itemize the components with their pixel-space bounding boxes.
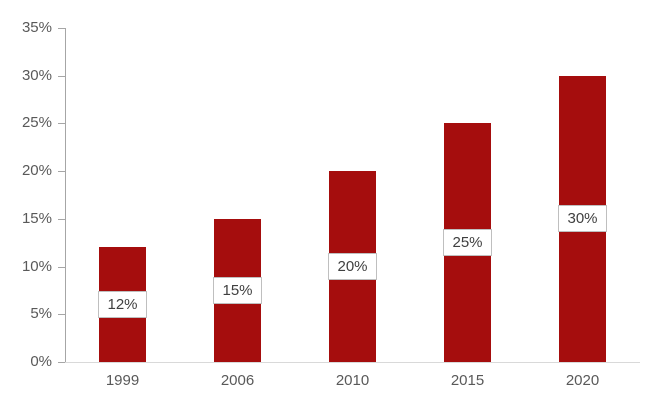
y-axis-tick bbox=[58, 362, 65, 363]
y-axis-label: 30% bbox=[21, 66, 52, 84]
category-axis-line bbox=[65, 362, 640, 363]
y-axis-tick bbox=[58, 314, 65, 316]
y-axis-tick bbox=[58, 75, 65, 77]
y-axis-label: 5% bbox=[30, 305, 52, 323]
y-axis-tick bbox=[58, 266, 65, 268]
y-axis-tick bbox=[58, 28, 65, 29]
y-axis-label: 15% bbox=[21, 209, 52, 227]
x-axis-label-2020: 2020 bbox=[565, 372, 600, 389]
value-axis-line bbox=[65, 28, 66, 363]
y-axis-tick bbox=[58, 123, 65, 125]
y-axis-tick bbox=[58, 171, 65, 173]
x-axis-label-2015: 2015 bbox=[450, 372, 485, 389]
y-axis-label: 35% bbox=[21, 19, 52, 36]
data-label-2015: 25% bbox=[443, 229, 492, 257]
x-axis-label-2006: 2006 bbox=[220, 372, 255, 389]
y-axis-label: 10% bbox=[21, 257, 52, 275]
y-axis-label: 25% bbox=[21, 114, 52, 132]
y-axis-label: 20% bbox=[21, 162, 52, 180]
y-axis-tick bbox=[58, 218, 65, 220]
x-axis-label-1999: 1999 bbox=[105, 372, 140, 389]
data-label-1999: 12% bbox=[98, 291, 147, 319]
y-axis-label: 0% bbox=[30, 353, 52, 370]
data-label-2020: 30% bbox=[558, 205, 607, 233]
data-label-2006: 15% bbox=[213, 276, 262, 304]
data-label-2010: 20% bbox=[328, 253, 377, 281]
x-axis-label-2010: 2010 bbox=[335, 372, 370, 389]
